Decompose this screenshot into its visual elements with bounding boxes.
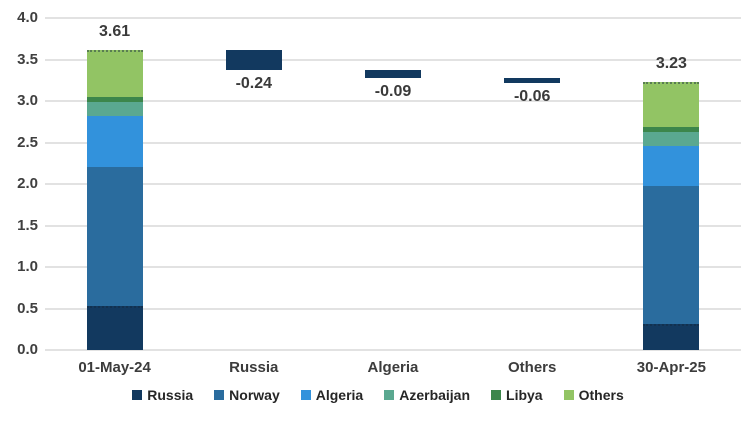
gridline bbox=[45, 224, 741, 227]
legend-label: Russia bbox=[147, 387, 194, 403]
x-axis-tick-label: 30-Apr-25 bbox=[636, 359, 706, 376]
data-label: -0.09 bbox=[374, 82, 412, 100]
data-label: -0.24 bbox=[235, 75, 273, 93]
gridline bbox=[45, 266, 741, 268]
y-axis-tick-label: 0.0 bbox=[17, 341, 38, 358]
y-axis-tick-label: 4.0 bbox=[17, 9, 38, 26]
y-axis-tick-label: 3.0 bbox=[17, 92, 38, 109]
y-axis-tick-label: 2.0 bbox=[17, 175, 38, 192]
data-label: -0.06 bbox=[513, 87, 551, 105]
legend-item-algeria[interactable]: Algeria bbox=[300, 387, 364, 403]
gridline bbox=[45, 349, 741, 351]
bar-segment-norway[interactable] bbox=[86, 166, 143, 306]
bar-segment-azerbaijan[interactable] bbox=[643, 131, 700, 146]
legend-label: Libya bbox=[506, 387, 543, 403]
bar-segment-algeria[interactable] bbox=[86, 115, 143, 167]
legend: Russia Norway Algeria Azerbaijan Libya Others bbox=[0, 387, 756, 403]
legend-item-others[interactable]: Others bbox=[563, 387, 624, 403]
legend-swatch-russia-icon bbox=[132, 390, 143, 400]
bar-segment-libya[interactable] bbox=[643, 126, 700, 132]
y-axis-tick-label: 1.0 bbox=[17, 258, 38, 275]
y-axis-tick-label: 2.5 bbox=[17, 133, 38, 151]
legend-swatch-others-icon bbox=[563, 390, 574, 400]
legend-item-russia[interactable]: Russia bbox=[132, 387, 193, 403]
legend-label: Others bbox=[578, 387, 624, 403]
x-axis-tick-label: 01-May-24 bbox=[78, 359, 151, 376]
bar-segment-russia[interactable] bbox=[643, 324, 700, 350]
bar-segment-azerbaijan[interactable] bbox=[86, 101, 143, 116]
bar-segment-others[interactable] bbox=[86, 50, 143, 97]
gridline bbox=[45, 307, 741, 310]
waterfall-bar-others[interactable] bbox=[504, 77, 561, 83]
gridline bbox=[45, 183, 741, 185]
gridline bbox=[45, 100, 741, 102]
y-axis-tick-label: 0.5 bbox=[17, 299, 38, 317]
x-axis-tick-label: Others bbox=[508, 359, 557, 376]
legend-label: Algeria bbox=[315, 387, 364, 403]
legend-item-azerbaijan[interactable]: Azerbaijan bbox=[384, 387, 470, 403]
legend-item-libya[interactable]: Libya bbox=[491, 387, 543, 403]
legend-item-norway[interactable]: Norway bbox=[214, 387, 280, 403]
legend-swatch-algeria-icon bbox=[300, 390, 311, 400]
x-axis-tick-label: Algeria bbox=[367, 359, 419, 376]
y-axis-tick-label: 3.5 bbox=[17, 50, 38, 68]
data-label: 3.61 bbox=[99, 23, 131, 41]
legend-label: Norway bbox=[229, 387, 280, 403]
legend-swatch-azerbaijan-icon bbox=[384, 390, 395, 400]
waterfall-bar-algeria[interactable] bbox=[365, 70, 421, 78]
y-axis-tick-label: 1.5 bbox=[17, 216, 38, 234]
bar-segment-algeria[interactable] bbox=[643, 145, 700, 187]
waterfall-bar-russia[interactable] bbox=[225, 50, 282, 71]
x-axis-tick-label: Russia bbox=[229, 359, 279, 376]
bar-segment-libya[interactable] bbox=[86, 96, 143, 102]
bar-segment-others[interactable] bbox=[643, 81, 700, 127]
legend-label: Azerbaijan bbox=[399, 387, 471, 403]
gridline bbox=[45, 141, 741, 144]
legend-swatch-norway-icon bbox=[214, 390, 225, 400]
data-label: 3.23 bbox=[655, 54, 687, 72]
bar-segment-norway[interactable] bbox=[643, 186, 700, 325]
legend-swatch-libya-icon bbox=[491, 390, 502, 400]
gridline bbox=[45, 58, 741, 61]
bar-segment-russia[interactable] bbox=[86, 306, 143, 350]
gridline bbox=[45, 17, 741, 19]
